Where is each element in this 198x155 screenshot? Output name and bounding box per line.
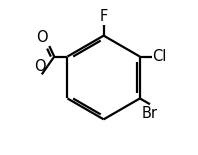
Text: F: F	[100, 9, 108, 24]
Text: Br: Br	[142, 106, 158, 121]
Text: Cl: Cl	[152, 49, 167, 64]
Text: O: O	[36, 30, 48, 45]
Text: O: O	[34, 59, 46, 74]
